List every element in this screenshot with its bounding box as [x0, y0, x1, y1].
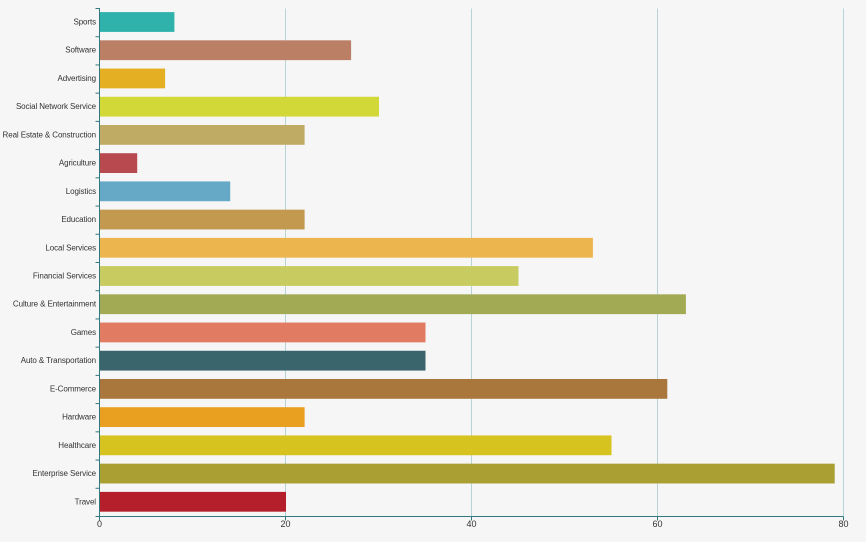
svg-text:E-Commerce: E-Commerce — [50, 384, 97, 393]
svg-text:Real Estate & Construction: Real Estate & Construction — [3, 130, 96, 139]
svg-text:0: 0 — [97, 519, 102, 529]
svg-text:Logistics: Logistics — [66, 187, 96, 196]
svg-text:Social Network Service: Social Network Service — [16, 102, 97, 111]
svg-text:Software: Software — [65, 46, 96, 55]
svg-text:Advertising: Advertising — [58, 74, 96, 83]
svg-text:Local Services: Local Services — [45, 243, 96, 252]
svg-text:Auto & Transportation: Auto & Transportation — [21, 356, 96, 365]
svg-text:Healthcare: Healthcare — [58, 441, 96, 450]
svg-text:80: 80 — [838, 519, 848, 529]
svg-text:40: 40 — [466, 519, 476, 529]
svg-text:Travel: Travel — [75, 497, 97, 506]
svg-text:20: 20 — [280, 519, 290, 529]
svg-text:Sports: Sports — [73, 18, 96, 27]
svg-text:Agriculture: Agriculture — [59, 159, 97, 168]
svg-text:Games: Games — [71, 328, 96, 337]
svg-text:Culture & Entertainment: Culture & Entertainment — [13, 300, 97, 309]
svg-text:Enterprise Service: Enterprise Service — [32, 469, 96, 478]
svg-text:Hardware: Hardware — [62, 413, 97, 422]
svg-text:60: 60 — [652, 519, 662, 529]
svg-text:Financial Services: Financial Services — [33, 272, 96, 281]
svg-text:Education: Education — [61, 215, 96, 224]
